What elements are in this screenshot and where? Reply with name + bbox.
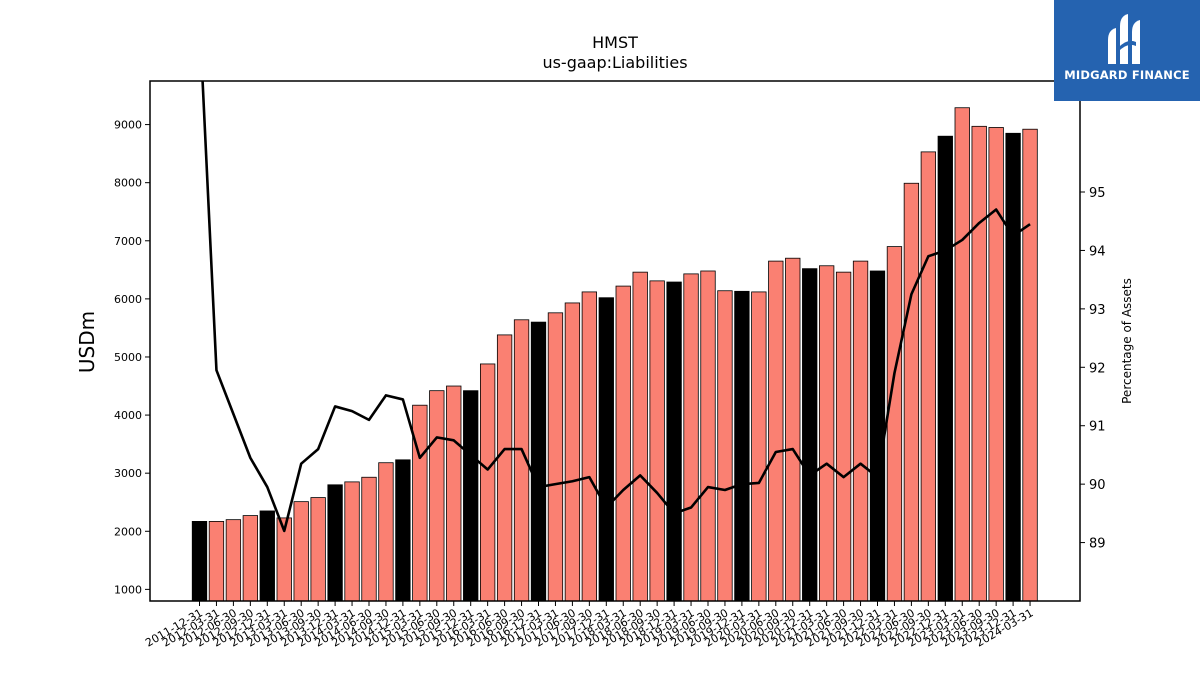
bar [971,125,987,602]
bar [378,462,394,602]
bar [293,501,309,602]
bar [310,497,326,602]
y2-axis-label: Percentage of Assets [1120,278,1134,404]
bar-series [191,107,1038,602]
bar [649,280,665,602]
bar [768,260,784,602]
bar [327,484,343,602]
bar [259,510,275,602]
bar [463,390,479,602]
brand-logo: MIDGARD FINANCE [1054,0,1200,101]
bar [869,270,886,602]
y2-tick-label: 95 [1089,186,1106,201]
x-axis: 2011-12-312012-03-312012-06-302012-09-30… [143,601,1036,650]
bar [751,291,767,602]
y2-tick-label: 92 [1089,361,1106,376]
bar [683,273,699,602]
bar [242,515,259,602]
bar [802,268,818,602]
bar [615,285,631,602]
y2-tick-label: 90 [1089,478,1106,493]
bar [564,302,581,602]
bar [988,127,1004,602]
bar [547,312,564,602]
bar [835,271,852,602]
bar [717,290,733,602]
y-tick-label: 4000 [114,409,142,422]
y-tick-label: 8000 [114,177,142,190]
brand-name: MIDGARD FINANCE [1064,68,1190,82]
y2-tick-label: 89 [1089,537,1106,552]
bar [598,297,614,602]
bar [191,521,208,602]
bar [785,257,801,602]
y-tick-label: 6000 [114,293,142,306]
percentage-line [201,81,1031,533]
y-tick-label: 9000 [114,119,142,132]
bar [666,281,682,602]
bar [412,404,428,602]
percentage-line-series [201,81,1031,533]
bar [581,291,597,602]
midgard-logo-icon [1108,14,1140,64]
plot-frame [149,80,1081,602]
chart-subtitle: us-gaap:Liabilities [542,53,688,72]
bar [954,107,970,602]
plot-border [149,80,1081,602]
bar [361,476,377,602]
bar [429,390,445,602]
y-axis-label: USDm [75,311,99,373]
bar [1022,128,1038,602]
y2-tick-label: 93 [1089,303,1106,318]
bar [530,321,547,602]
bar [1005,132,1021,602]
bar [225,519,242,602]
y2-tick-label: 94 [1089,244,1106,259]
right-axis: 89 90 91 92 93 94 95 [1080,186,1106,552]
chart-title: HMST [592,33,638,52]
bar [734,290,750,602]
y2-tick-label: 91 [1089,420,1106,435]
bar [937,135,953,602]
bar [395,459,411,602]
bar [886,246,903,602]
y-tick-label: 5000 [114,351,142,364]
bar [852,260,869,602]
bar [496,334,513,602]
bar [632,271,648,602]
y-tick-label: 7000 [114,235,142,248]
bar [208,521,225,602]
bar [920,151,936,602]
bar [344,481,360,602]
bar [819,265,835,602]
bar [700,270,716,602]
bar [479,363,496,602]
bar [903,182,920,602]
y-tick-label: 2000 [114,525,142,538]
y-tick-label: 3000 [114,467,142,480]
y-tick-label: 1000 [114,583,142,596]
left-axis: 1000 2000 3000 4000 5000 6000 7000 8000 9000 [114,119,150,596]
bar [446,385,462,602]
